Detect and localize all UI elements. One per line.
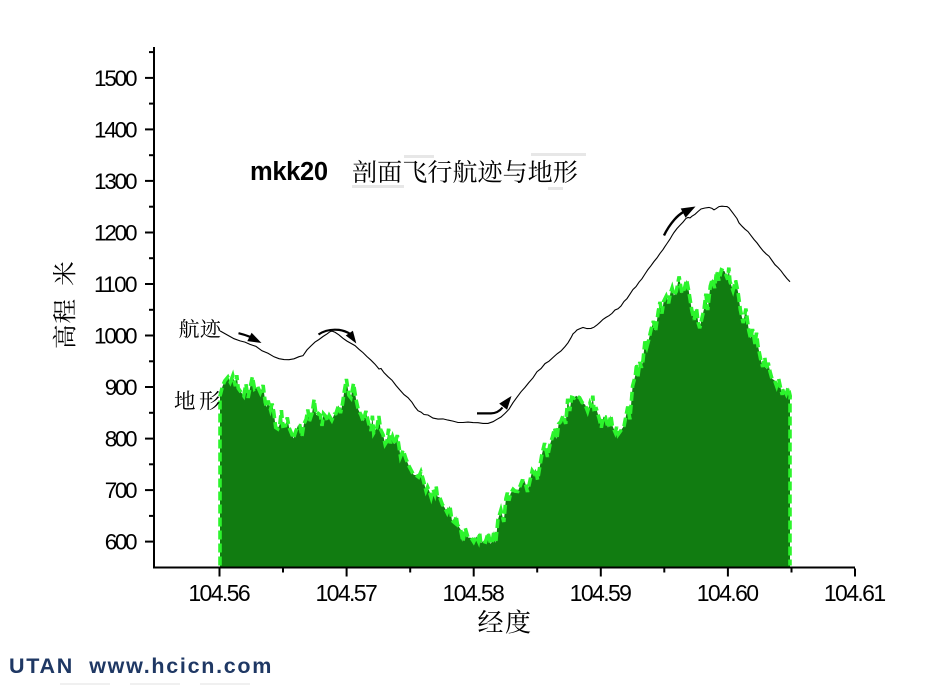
svg-text:104.59: 104.59 [570,580,632,606]
svg-text:1200: 1200 [94,221,138,246]
svg-text:800: 800 [105,427,138,452]
svg-text:104.61: 104.61 [824,580,886,606]
svg-text:104.56: 104.56 [188,580,250,606]
svg-text:mkk20: mkk20 [250,158,328,186]
svg-text:104.57: 104.57 [315,580,377,606]
svg-text:1500: 1500 [94,66,138,91]
svg-text:700: 700 [105,478,138,503]
svg-text:600: 600 [105,530,138,555]
svg-text:1300: 1300 [94,169,138,194]
svg-text:104.58: 104.58 [443,580,505,606]
svg-text:104.60: 104.60 [697,580,759,606]
svg-text:900: 900 [105,375,138,400]
svg-text:1000: 1000 [94,324,138,349]
svg-text:1100: 1100 [94,272,138,297]
svg-text:1400: 1400 [94,117,138,142]
svg-text:UTAN www.hcicn.com: UTAN www.hcicn.com [9,654,273,678]
